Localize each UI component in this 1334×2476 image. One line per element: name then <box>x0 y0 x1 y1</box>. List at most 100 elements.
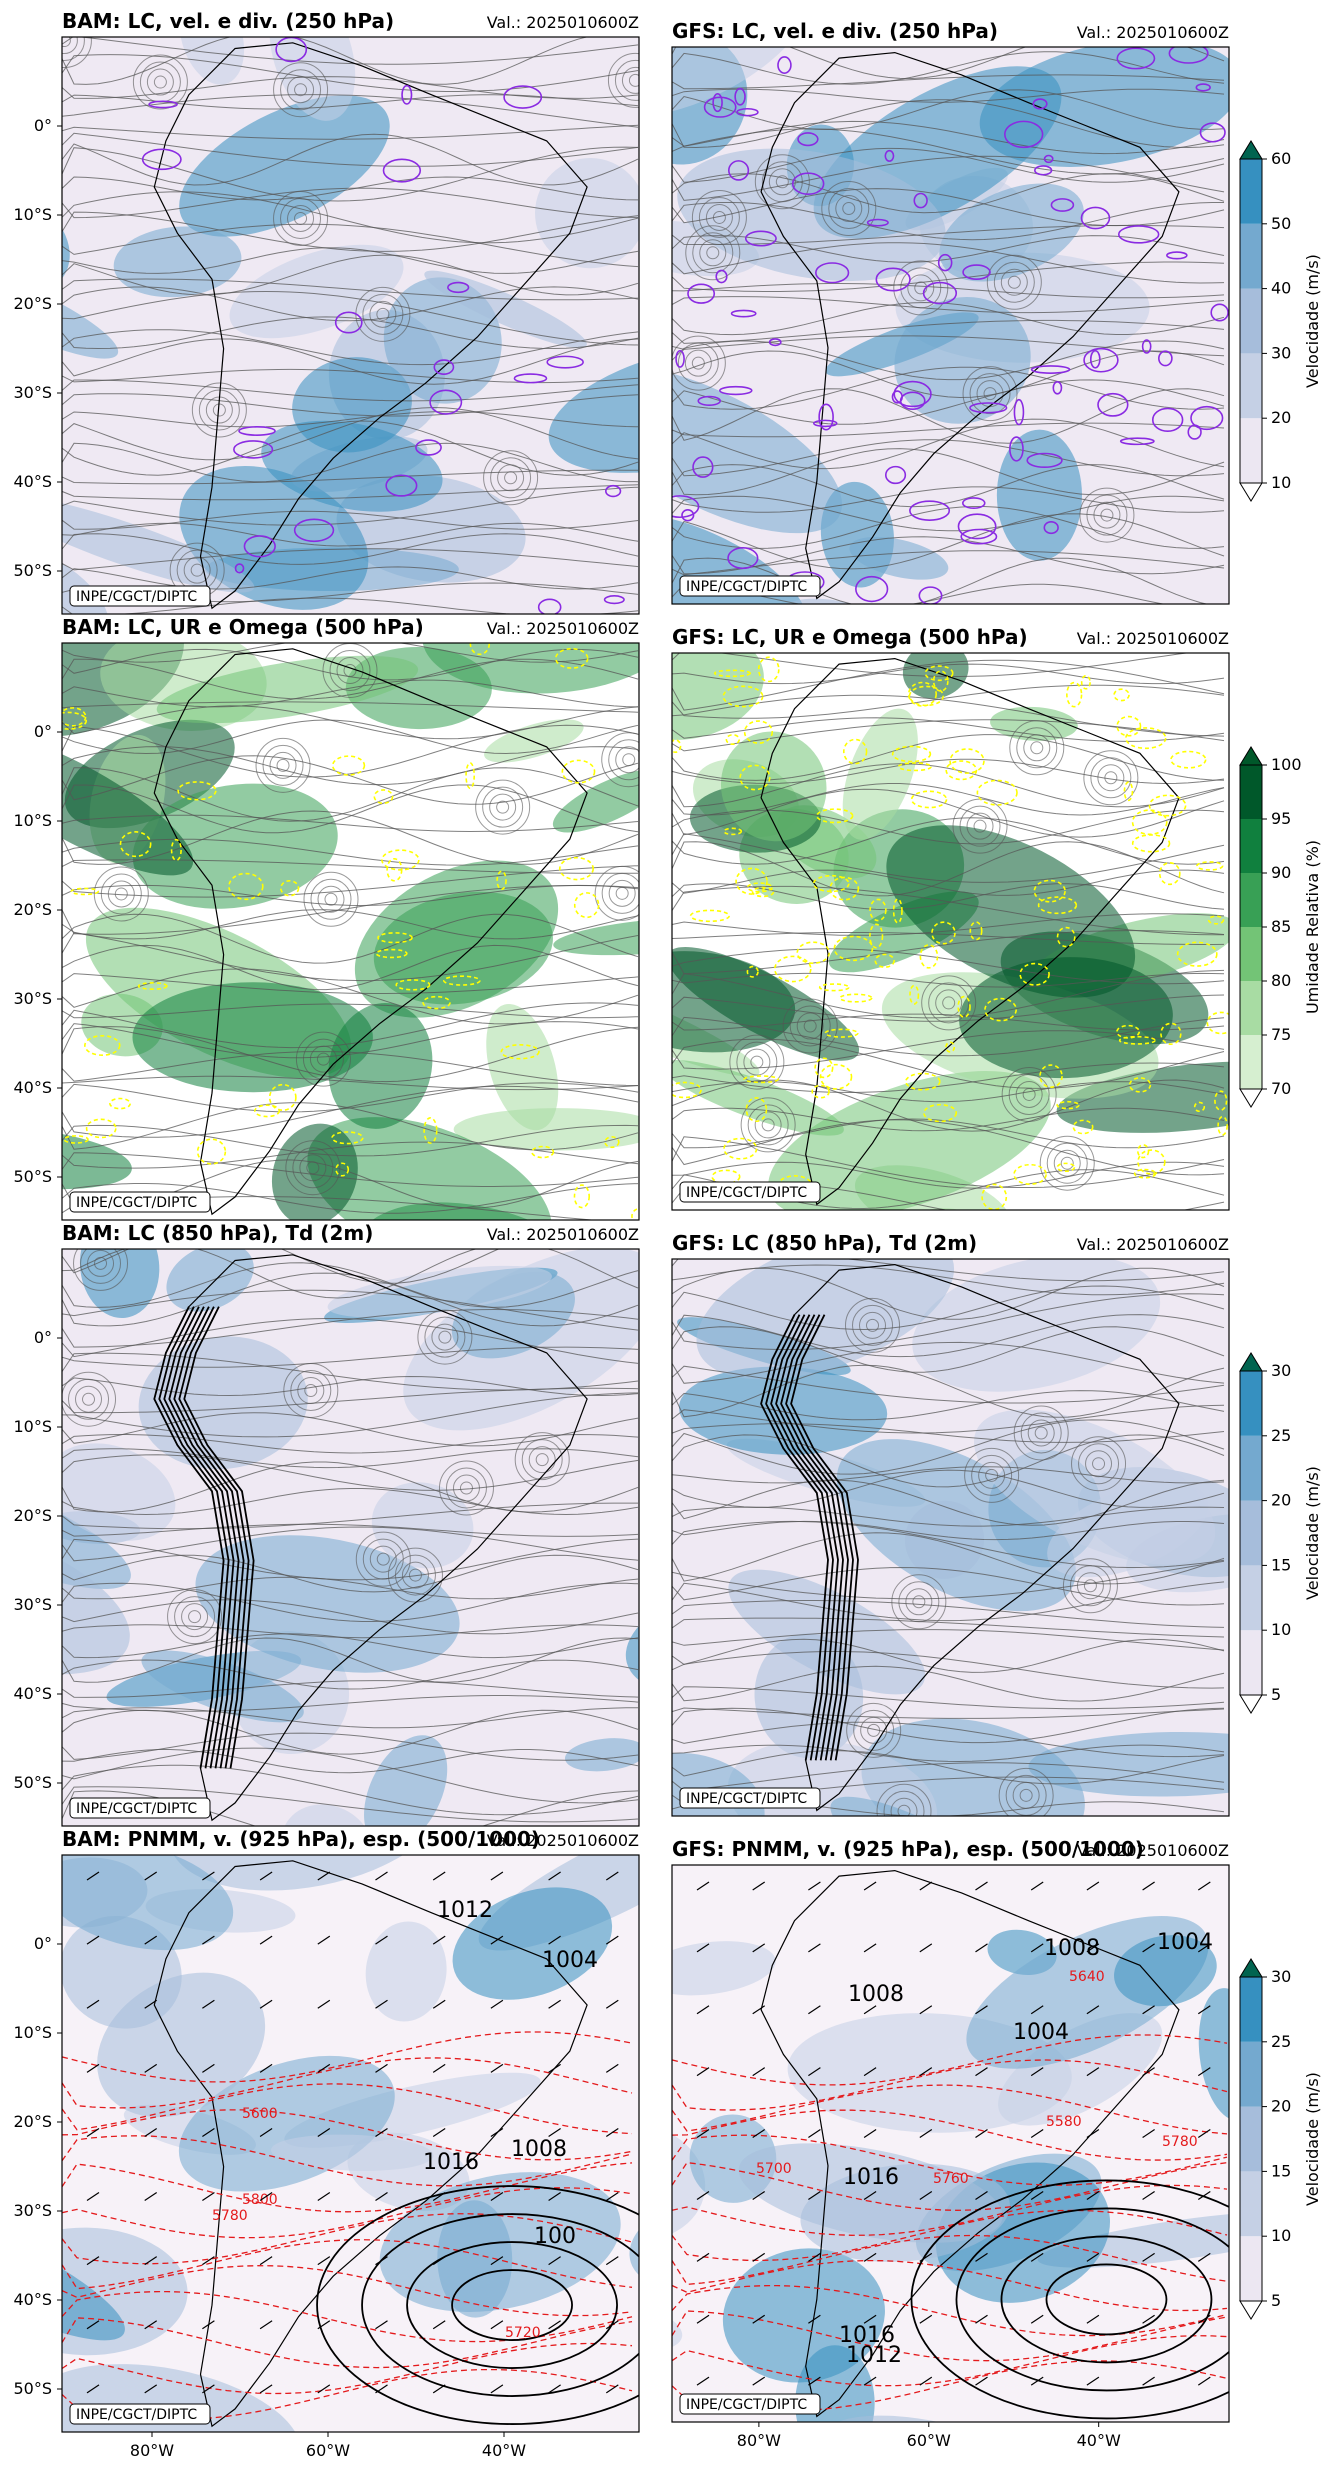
omega-contour <box>1033 879 1066 903</box>
streamline <box>369 300 397 328</box>
omega-contour <box>723 827 743 836</box>
omega-contour <box>62 707 87 727</box>
pressure-isobar <box>361 2213 639 2397</box>
pressure-isobar <box>1045 2263 1168 2336</box>
streamline <box>62 1387 639 1414</box>
streamline <box>672 719 1225 752</box>
divergence-contour <box>866 218 889 227</box>
wind-speed-field <box>727 1739 938 1816</box>
thickness-contour <box>62 2109 633 2161</box>
streamline <box>62 1249 639 1299</box>
streamline <box>853 1709 895 1751</box>
wind-barb <box>1086 2190 1100 2200</box>
humidity-field <box>328 1002 433 1129</box>
wind-barb <box>202 1999 215 2009</box>
wind-barb <box>1142 2376 1155 2386</box>
streamline <box>672 663 1225 685</box>
streamline <box>62 1461 639 1513</box>
streamline <box>672 1721 1225 1758</box>
omega-contour <box>331 755 366 776</box>
colorbar-tick-label: 50 <box>1271 214 1291 233</box>
streamline <box>614 59 639 101</box>
streamline <box>62 859 639 874</box>
streamline <box>672 1013 1225 1031</box>
streamline <box>672 261 1225 292</box>
colorbar-tick-label: 20 <box>1271 1491 1291 1510</box>
streamline <box>181 1603 209 1631</box>
divergence-contour <box>715 269 728 284</box>
omega-contour <box>1123 781 1134 802</box>
colorbar: 70 75 80 85 90 95 100 Umidade Relativa (%) <box>1239 746 1322 1108</box>
pressure-isobar <box>910 2179 1229 2420</box>
streamline <box>80 1249 122 1284</box>
streamline <box>672 242 1225 284</box>
divergence-contour <box>703 96 737 118</box>
streamline <box>672 885 1224 936</box>
wind-barb <box>1030 2129 1044 2139</box>
streamline <box>62 223 639 268</box>
wind-barb <box>86 2384 100 2394</box>
panel-title: GFS: PNMM, v. (925 hPa), esp. (500/1000) <box>672 1837 1144 1861</box>
streamline <box>294 211 308 225</box>
streamline <box>62 1576 639 1600</box>
credit-box: INPE/CGCT/DIPTC <box>679 575 821 597</box>
wind-barb <box>548 2192 561 2202</box>
streamline <box>615 746 639 774</box>
map-panel-bam-3: BAM: LC (850 hPa), Td (2m) Val.: 20250106… <box>13 1221 640 1827</box>
wind-speed-field <box>292 357 412 453</box>
wind-barb <box>259 1999 273 2009</box>
wind-barb <box>1086 2314 1100 2324</box>
streamline <box>1016 727 1058 769</box>
streamline <box>62 719 639 755</box>
omega-contour <box>177 781 217 801</box>
contour-label: 5700 <box>756 2161 792 2177</box>
wind-barb <box>1030 2067 1044 2077</box>
divergence-contour <box>884 149 895 162</box>
divergence-contour <box>293 518 335 543</box>
streamline <box>672 550 1225 576</box>
lat-tick-label: 40°S <box>13 472 52 491</box>
streamline <box>672 1404 1225 1434</box>
streamline <box>62 278 639 301</box>
wind-barb <box>432 1935 446 1945</box>
streamline <box>445 1467 487 1509</box>
wind-barb <box>863 2067 877 2077</box>
streamline <box>672 1161 1225 1189</box>
wind-barb <box>317 2256 331 2266</box>
omega-contour <box>829 876 860 901</box>
streamline <box>295 1031 351 1087</box>
divergence-contour <box>692 456 714 478</box>
streamline <box>976 380 1004 408</box>
streamline <box>292 1147 334 1189</box>
streamline <box>672 717 1225 742</box>
wind-barb <box>696 2129 710 2139</box>
streamline <box>729 1034 785 1090</box>
divergence-contour <box>513 373 548 384</box>
omega-contour <box>725 733 741 746</box>
wind-barb <box>202 1871 215 1881</box>
wind-barb <box>375 1935 388 1945</box>
wind-barb <box>752 2252 766 2262</box>
streamline <box>672 202 1224 241</box>
streamline <box>62 1454 639 1491</box>
map-panel-gfs-3: GFS: LC (850 hPa), Td (2m) Val.: 20250106… <box>671 1231 1230 1817</box>
omega-contour <box>811 1084 830 1099</box>
streamline <box>62 211 639 252</box>
streamline <box>62 944 639 991</box>
valid-time: Val.: 2025010600Z <box>1077 1841 1229 1860</box>
omega-contour <box>1207 915 1225 925</box>
wind-speed-field <box>548 343 639 473</box>
wind-barb <box>1197 2376 1211 2386</box>
credit-label: INPE/CGCT/DIPTC <box>686 1791 807 1807</box>
divergence-contour <box>672 495 700 519</box>
streamline <box>62 486 639 526</box>
wind-barb <box>696 2376 710 2386</box>
panel-title: BAM: LC (850 hPa), Td (2m) <box>62 1221 373 1245</box>
omega-contour <box>84 1035 121 1056</box>
lat-tick-label: 50°S <box>13 561 52 580</box>
streamline <box>255 737 311 793</box>
streamline <box>521 1439 563 1481</box>
wind-barb <box>975 2129 988 2139</box>
streamline <box>1023 734 1051 762</box>
lon-tick-label: 40°W <box>482 2441 526 2460</box>
